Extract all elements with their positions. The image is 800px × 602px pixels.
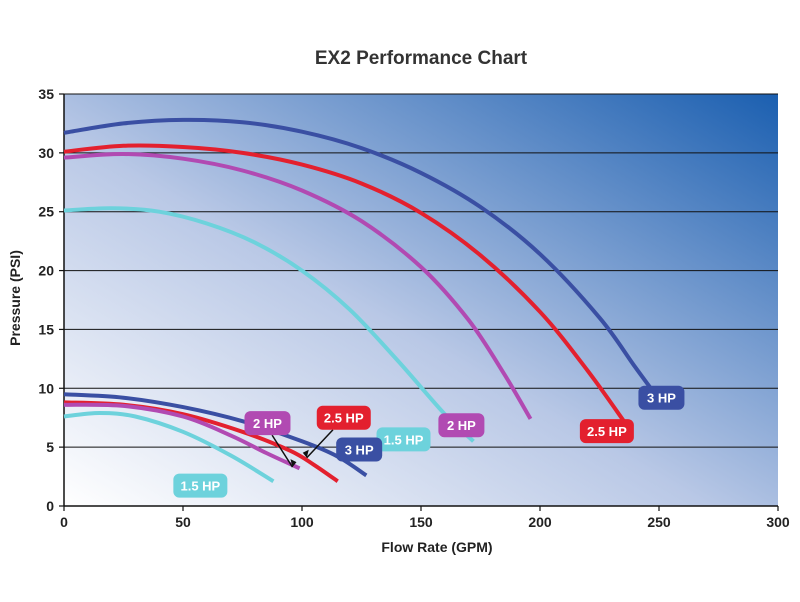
series-line: [63, 117, 666, 408]
series-label-badge: [336, 437, 383, 462]
y-tick-label: 0: [46, 498, 54, 514]
series-label-badge: [438, 413, 485, 438]
series-line: [63, 206, 475, 443]
series-label-badge: [376, 427, 431, 452]
series-label-badge: [579, 419, 634, 444]
series-label: 1.5 HP: [173, 473, 228, 498]
series-label-badge: [316, 405, 371, 430]
y-axis-label: Pressure (PSI): [7, 250, 23, 346]
series-line: [63, 402, 301, 471]
series-label: 2.5 HP: [302, 405, 371, 459]
x-tick-label: 50: [175, 514, 191, 530]
x-tick-label: 150: [409, 514, 433, 530]
series-line: [63, 151, 533, 420]
chart-title: EX2 Performance Chart: [315, 48, 528, 69]
label-arrowhead: [290, 459, 297, 468]
series-label: 3 HP: [336, 437, 383, 462]
y-tick-label: 15: [38, 321, 54, 337]
x-tick-label: 100: [290, 514, 314, 530]
series-label-text: 2 HP: [447, 418, 476, 433]
series-label-text: 3 HP: [647, 391, 676, 406]
x-tick-label: 300: [766, 514, 790, 530]
series-line: [63, 410, 275, 484]
series-label-badge: [244, 411, 291, 436]
series-label-text: 2.5 HP: [324, 411, 364, 426]
series-label: 2 HP: [438, 413, 485, 438]
series-label: 1.5 HP: [376, 427, 431, 452]
series-label-text: 1.5 HP: [384, 432, 424, 447]
label-pointer: [306, 429, 334, 459]
x-tick-label: 250: [647, 514, 671, 530]
series-label-text: 2.5 HP: [587, 424, 627, 439]
y-tick-label: 5: [46, 439, 54, 455]
x-tick-label: 200: [528, 514, 552, 530]
label-arrowhead: [302, 449, 309, 458]
series-label-text: 2 HP: [253, 416, 282, 431]
series-line: [63, 143, 630, 429]
series-label: 3 HP: [638, 385, 685, 410]
x-tick-label: 0: [60, 514, 68, 530]
series-label-text: 3 HP: [345, 442, 374, 457]
label-pointer: [271, 434, 294, 468]
series-label-text: 1.5 HP: [180, 479, 220, 494]
y-tick-label: 35: [38, 86, 54, 102]
y-tick-label: 25: [38, 204, 54, 220]
y-tick-label: 20: [38, 263, 54, 279]
x-axis-label: Flow Rate (GPM): [381, 539, 492, 555]
series-label-badge: [173, 473, 228, 498]
y-tick-label: 10: [38, 380, 54, 396]
series-label: 2 HP: [244, 411, 297, 468]
y-tick-label: 30: [38, 145, 54, 161]
series-label-badge: [638, 385, 685, 410]
series-label: 2.5 HP: [579, 419, 634, 444]
